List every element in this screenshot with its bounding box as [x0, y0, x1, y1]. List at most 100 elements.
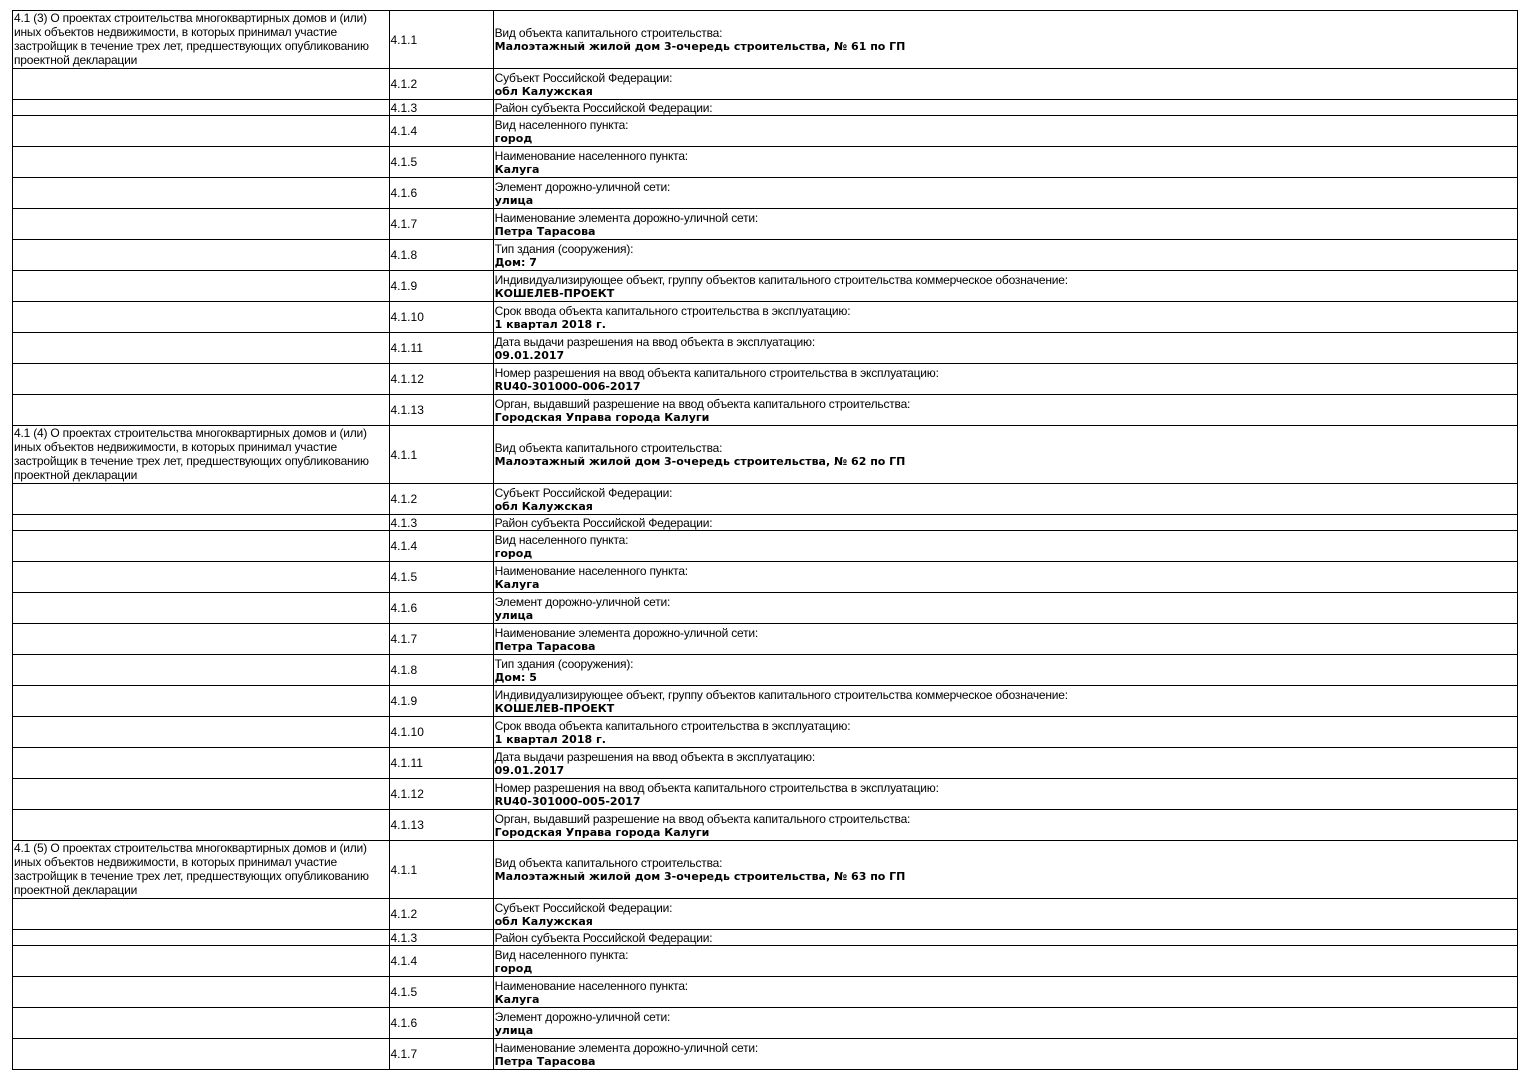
- item-number: 4.1.7: [388, 623, 494, 655]
- item-value: обл Калужская: [494, 499, 593, 513]
- section-title-cell: [12, 1038, 390, 1070]
- item-label: Район субъекта Российской Федерации:: [494, 100, 713, 115]
- item-number: 4.1.1: [388, 10, 494, 69]
- section-title-cell: [12, 623, 390, 655]
- item-label: Номер разрешения на ввод объекта капитал…: [494, 780, 939, 795]
- section-header-row: 4.1 (4) О проектах строительства многокв…: [12, 425, 1519, 484]
- item-cell: Орган, выдавший разрешение на ввод объек…: [492, 394, 1519, 426]
- item-number: 4.1.8: [388, 239, 494, 271]
- item-cell: Тип здания (сооружения): Дом: 7: [492, 239, 1519, 271]
- item-number: 4.1.2: [388, 68, 494, 100]
- section-title-cell: 4.1 (5) О проектах строительства многокв…: [12, 840, 390, 899]
- section-title-cell: [12, 301, 390, 333]
- table-row: 4.1.4 Вид населенного пункта: город: [12, 530, 1519, 562]
- item-number: 4.1.5: [388, 561, 494, 593]
- table-row: 4.1.11 Дата выдачи разрешения на ввод объ…: [12, 747, 1519, 779]
- section-title-cell: [12, 270, 390, 302]
- table-row: 4.1.10 Срок ввода объекта капитального ст…: [12, 716, 1519, 748]
- section-title-cell: [12, 976, 390, 1008]
- section-title-cell: [12, 208, 390, 240]
- table-row: 4.1.3 Район субъекта Российской Федерации…: [12, 99, 1519, 116]
- item-value: Петра Тарасова: [494, 1054, 596, 1068]
- item-label: Дата выдачи разрешения на ввод объекта в…: [494, 334, 816, 349]
- item-value: улица: [494, 608, 534, 622]
- section-title-cell: 4.1 (3) О проектах строительства многокв…: [12, 10, 390, 69]
- section-title-cell: [12, 809, 390, 841]
- declaration-table: 4.1 (3) О проектах строительства многокв…: [12, 10, 1519, 1070]
- table-row: 4.1.11 Дата выдачи разрешения на ввод объ…: [12, 332, 1519, 364]
- table-row: 4.1.7 Наименование элемента дорожно-уличн…: [12, 208, 1519, 240]
- table-row: 4.1.6 Элемент дорожно-уличной сети: улица: [12, 177, 1519, 209]
- item-label: Элемент дорожно-уличной сети:: [494, 594, 671, 609]
- table-row: 4.1.9 Индивидуализирующее объект, группу …: [12, 685, 1519, 717]
- table-row: 4.1.13 Орган, выдавший разрешение на ввод…: [12, 394, 1519, 426]
- item-label: Наименование населенного пункта:: [494, 148, 689, 163]
- table-row: 4.1.3 Район субъекта Российской Федерации…: [12, 514, 1519, 531]
- item-cell: Наименование населенного пункта: Калуга: [492, 561, 1519, 593]
- section-header-row: 4.1 (3) О проектах строительства многокв…: [12, 10, 1519, 69]
- item-label: Элемент дорожно-уличной сети:: [494, 179, 671, 194]
- item-value: 1 квартал 2018 г.: [494, 317, 606, 331]
- table-row: 4.1.10 Срок ввода объекта капитального ст…: [12, 301, 1519, 333]
- item-number: 4.1.13: [388, 394, 494, 426]
- item-label: Тип здания (сооружения):: [494, 656, 634, 671]
- table-row: 4.1.4 Вид населенного пункта: город: [12, 115, 1519, 147]
- item-label: Наименование элемента дорожно-уличной се…: [494, 625, 759, 640]
- item-cell: Наименование элемента дорожно-уличной се…: [492, 1038, 1519, 1070]
- item-number: 4.1.12: [388, 363, 494, 395]
- item-number: 4.1.5: [388, 976, 494, 1008]
- section-title-cell: [12, 778, 390, 810]
- item-cell: Вид объекта капитального строительства: М…: [492, 425, 1519, 484]
- item-value: Дом: 5: [494, 670, 537, 684]
- item-label: Орган, выдавший разрешение на ввод объек…: [494, 811, 911, 826]
- item-number: 4.1.11: [388, 332, 494, 364]
- item-number: 4.1.3: [388, 99, 494, 116]
- section-title-cell: [12, 332, 390, 364]
- item-number: 4.1.8: [388, 654, 494, 686]
- table-row: 4.1.12 Номер разрешения на ввод объекта к…: [12, 363, 1519, 395]
- item-value: 09.01.2017: [494, 763, 565, 777]
- item-label: Район субъекта Российской Федерации:: [494, 930, 713, 945]
- section-title-cell: [12, 363, 390, 395]
- item-number: 4.1.11: [388, 747, 494, 779]
- section-title-cell: [12, 654, 390, 686]
- item-value: RU40-301000-005-2017: [494, 794, 641, 808]
- section-header-row: 4.1 (5) О проектах строительства многокв…: [12, 840, 1519, 899]
- table-row: 4.1.8 Тип здания (сооружения): Дом: 7: [12, 239, 1519, 271]
- item-label: Субъект Российской Федерации:: [494, 70, 673, 85]
- table-row: 4.1.5 Наименование населенного пункта: Кал…: [12, 146, 1519, 178]
- item-number: 4.1.10: [388, 716, 494, 748]
- item-value: 1 квартал 2018 г.: [494, 732, 606, 746]
- item-number: 4.1.2: [388, 898, 494, 930]
- section-title-cell: [12, 945, 390, 977]
- item-cell: Район субъекта Российской Федерации:: [492, 929, 1519, 946]
- item-cell: Наименование элемента дорожно-уличной се…: [492, 623, 1519, 655]
- table-row: 4.1.6 Элемент дорожно-уличной сети: улица: [12, 592, 1519, 624]
- table-row: 4.1.7 Наименование элемента дорожно-уличн…: [12, 1038, 1519, 1070]
- item-label: Наименование элемента дорожно-уличной се…: [494, 1040, 759, 1055]
- item-value: Городская Управа города Калуги: [494, 825, 710, 839]
- item-cell: Вид населенного пункта: город: [492, 115, 1519, 147]
- section-title-cell: [12, 1007, 390, 1039]
- item-value: Калуга: [494, 992, 540, 1006]
- item-label: Срок ввода объекта капитального строител…: [494, 303, 851, 318]
- section-title-cell: [12, 530, 390, 562]
- item-value: улица: [494, 1023, 534, 1037]
- item-number: 4.1.9: [388, 685, 494, 717]
- item-cell: Элемент дорожно-уличной сети: улица: [492, 1007, 1519, 1039]
- item-value: обл Калужская: [494, 914, 593, 928]
- item-value: RU40-301000-006-2017: [494, 379, 641, 393]
- item-value: Городская Управа города Калуги: [494, 410, 710, 424]
- section-title-cell: [12, 685, 390, 717]
- item-label: Вид объекта капитального строительства:: [494, 441, 723, 455]
- item-number: 4.1.3: [388, 514, 494, 531]
- item-cell: Срок ввода объекта капитального строител…: [492, 716, 1519, 748]
- item-label: Тип здания (сооружения):: [494, 241, 634, 256]
- item-value: Калуга: [494, 577, 540, 591]
- item-value: город: [494, 131, 533, 145]
- item-cell: Субъект Российской Федерации: обл Калужск…: [492, 68, 1519, 100]
- section-title-cell: [12, 716, 390, 748]
- table-row: 4.1.6 Элемент дорожно-уличной сети: улица: [12, 1007, 1519, 1039]
- item-cell: Элемент дорожно-уличной сети: улица: [492, 177, 1519, 209]
- section-title-cell: [12, 929, 390, 946]
